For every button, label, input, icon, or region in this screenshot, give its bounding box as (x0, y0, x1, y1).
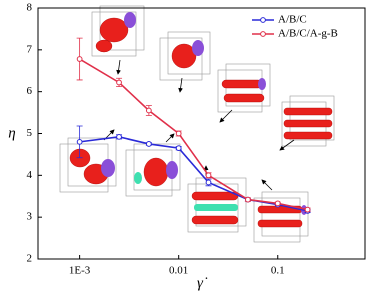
legend-label: A/B/C (278, 14, 307, 26)
y-tick-label: 6 (27, 85, 33, 97)
legend-marker (260, 31, 266, 37)
marker (76, 56, 83, 62)
marker (145, 107, 152, 114)
marker (205, 179, 212, 186)
series-line (79, 58, 308, 211)
x-tick-label: 1E-3 (69, 265, 91, 277)
insets (59, 5, 335, 243)
marker (274, 200, 281, 207)
marker (76, 138, 83, 145)
marker (116, 133, 122, 140)
x-tick-label: 0.01 (169, 265, 188, 277)
y-tick-label: 8 (27, 2, 33, 14)
series-line (79, 136, 308, 212)
marker (245, 196, 251, 203)
x-axis-label: γ̇ (197, 275, 208, 291)
y-tick-label: 2 (27, 253, 33, 265)
y-tick-label: 3 (27, 211, 33, 223)
marker (205, 172, 212, 179)
y-tick-label: 4 (27, 169, 33, 181)
legend-marker (260, 17, 266, 23)
marker (175, 145, 182, 152)
y-tick-label: 7 (27, 43, 33, 55)
y-axis-label: η (8, 125, 15, 141)
legend-label: A/B/C/A-g-B (278, 28, 338, 40)
marker (145, 141, 152, 147)
x-tick-label: 0.1 (271, 265, 285, 277)
marker (175, 130, 182, 137)
marker (116, 79, 122, 86)
y-tick-label: 5 (27, 127, 33, 139)
marker (304, 206, 311, 213)
